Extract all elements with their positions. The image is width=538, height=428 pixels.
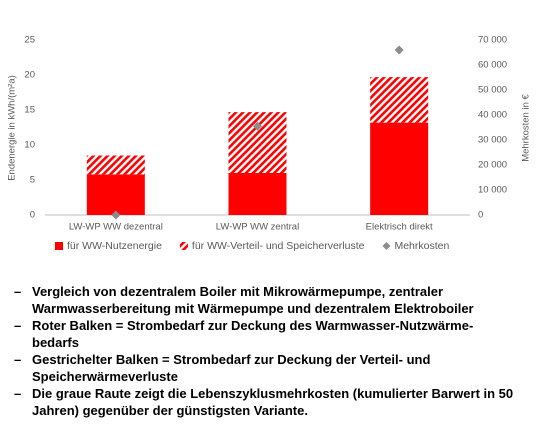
y-tick-label: 5 [30,175,35,186]
note-item: – Vergleich von dezentralem Boiler mit Mi… [14,283,514,317]
cost-marker [253,121,262,131]
y2-tick-label: 20 000 [478,160,507,171]
y2-axis-label: Mehrkosten in € [521,93,532,161]
note-item: – Gestrichelter Balken = Strombedarf zur … [14,351,514,385]
y2-tick-label: 30 000 [478,135,507,146]
notes: – Vergleich von dezentralem Boiler mit Mi… [14,283,514,419]
y2-tick-label: 10 000 [478,185,507,196]
legend-label: für WW-Nutzenergie [67,240,162,252]
y-axis-label: Endenergie in kWh/(m²a) [7,75,18,181]
x-tick-label: LW-WP WW zentral [216,222,299,233]
legend-swatch [55,242,63,250]
note-marker: – [14,284,22,299]
y-tick-label: 10 [24,140,35,151]
cost-marker [111,210,121,220]
note-text: Die graue Raute zeigt die Lebenszyklusme… [32,386,514,418]
chart: Endenergie in kWh/(m²a) Mehrkosten in € … [7,35,532,252]
note-marker: – [14,352,22,367]
note-text: Vergleich von dezentralem Boiler mit Mik… [32,284,474,316]
bar-segment [86,174,145,215]
note-marker: – [14,386,22,401]
legend-swatch [382,242,391,250]
y-tick-label: 15 [24,105,35,116]
bar-segment [370,122,429,215]
note-item: – Roter Balken = Strombedarf zur Deckung … [14,317,514,351]
y-tick-label: 0 [30,210,35,221]
bar-segment [228,112,287,173]
note-marker: – [14,318,22,333]
y-tick-label: 20 [24,70,35,81]
y2-tick-label: 50 000 [478,85,507,96]
y2-tick-label: 40 000 [478,110,507,121]
note-text: Gestrichelter Balken = Strombedarf zur D… [32,352,431,384]
legend-swatch [179,242,188,250]
x-tick-label: Elektrisch direkt [366,222,433,233]
bar-segment [228,173,287,215]
bar-segment [86,155,145,175]
legend-label: Mehrkosten [394,240,449,252]
y2-tick-label: 60 000 [478,60,507,71]
y2-tick-label: 0 [478,210,483,221]
note-item: – Die graue Raute zeigt die Lebenszyklusm… [14,385,514,419]
cost-marker [394,45,404,55]
y2-tick-label: 70 000 [478,35,507,46]
bar-segment [370,77,429,123]
legend-label: für WW-Verteil- und Speicherverluste [192,240,365,252]
y-tick-label: 25 [24,35,35,46]
x-tick-label: LW-WP WW dezentral [69,222,163,233]
note-text: Roter Balken = Strombedarf zur Deckung d… [32,318,474,350]
